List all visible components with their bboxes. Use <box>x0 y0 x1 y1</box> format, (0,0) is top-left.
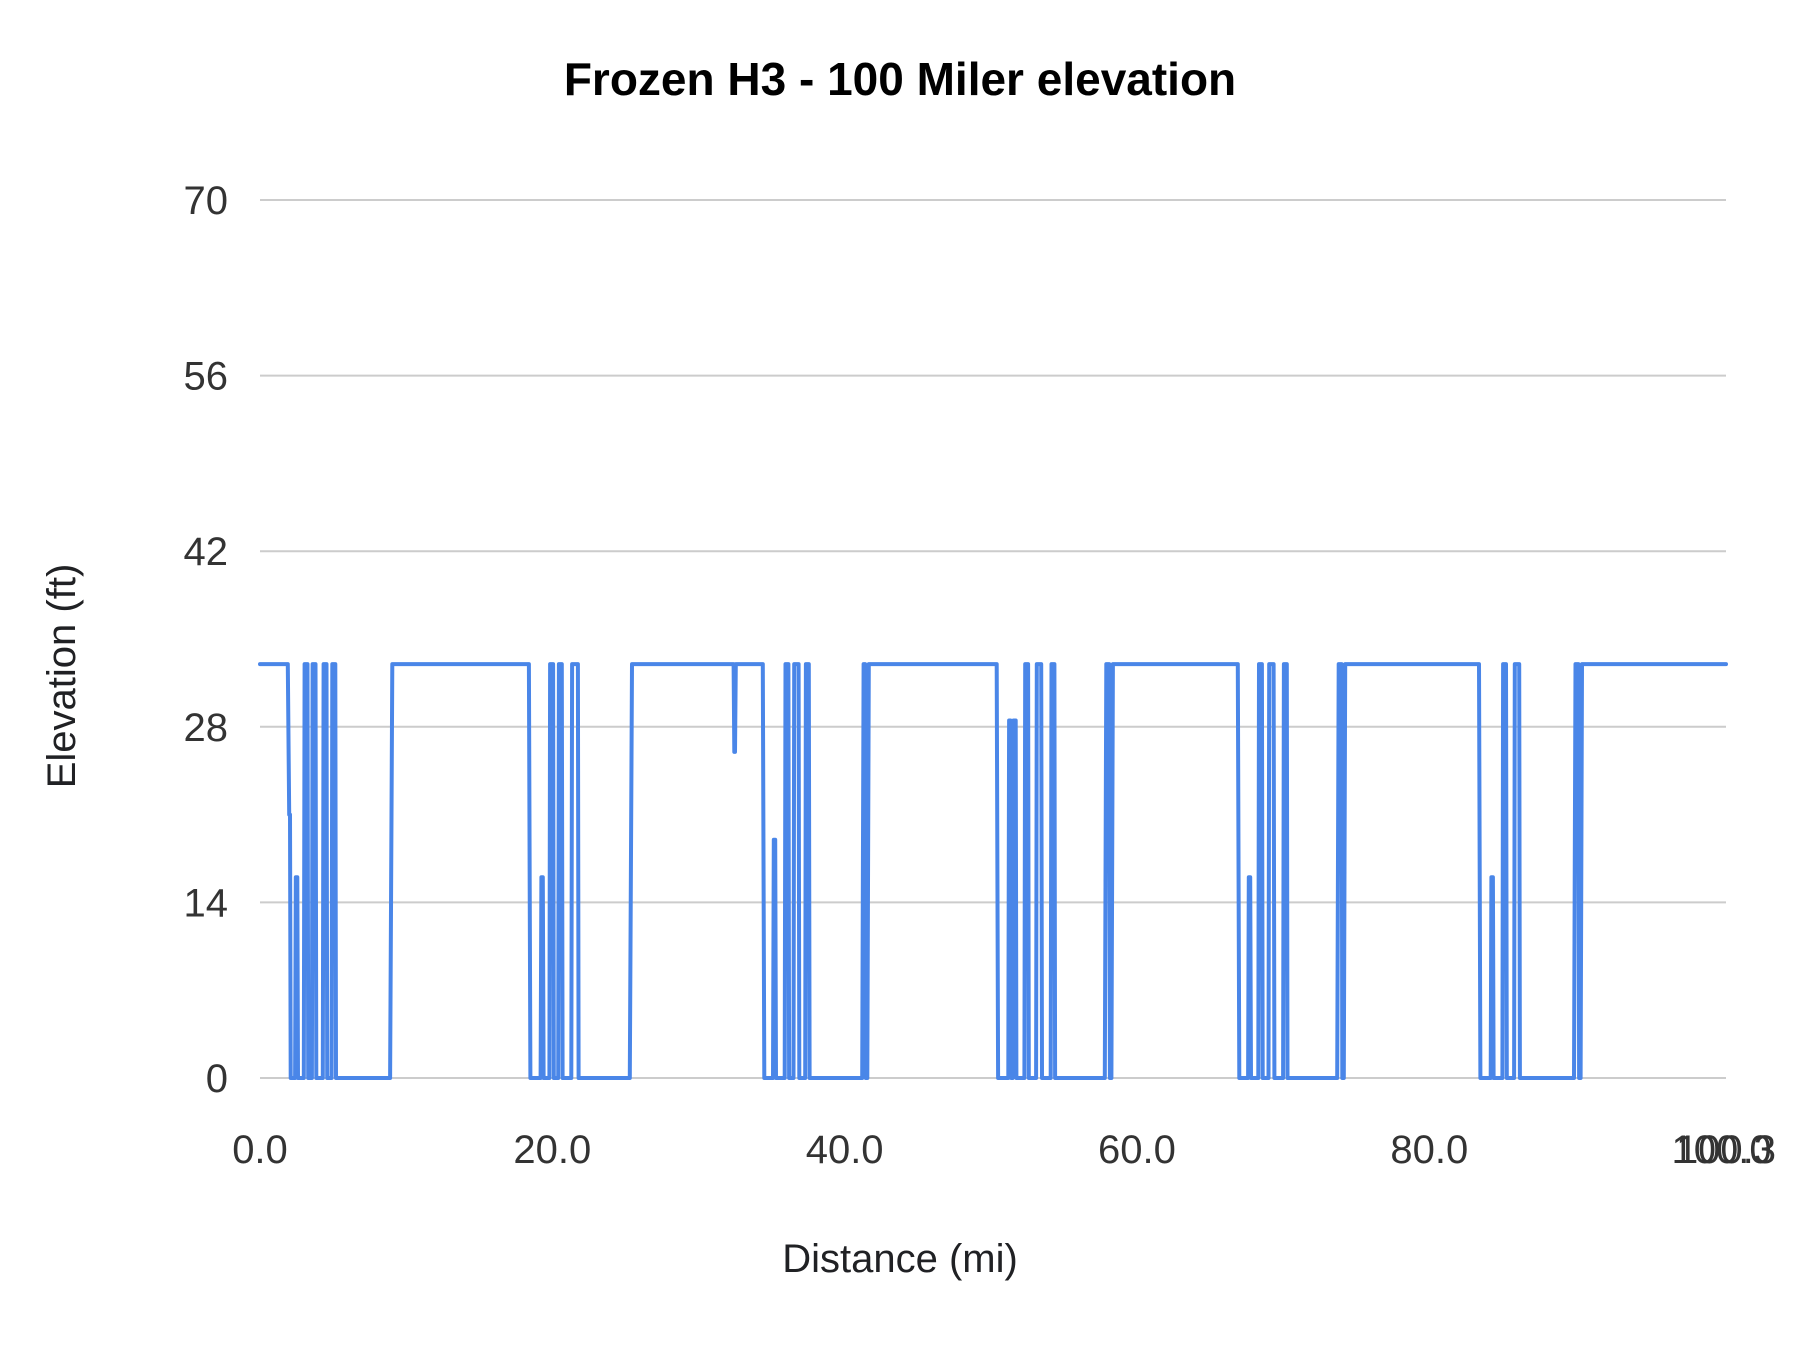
elevation-line-series <box>258 662 1728 1080</box>
x-tick-label-80.0: 80.0 <box>1390 1128 1468 1172</box>
y-tick-label-42: 42 <box>184 530 229 574</box>
y-axis-tick-labels: 0 14 28 42 56 70 <box>184 179 229 1101</box>
x-tick-label-0.0: 0.0 <box>232 1128 288 1172</box>
y-tick-label-0: 0 <box>206 1057 228 1101</box>
chart-title: Frozen H3 - 100 Miler elevation <box>564 53 1236 105</box>
x-axis-end-label: 100.3 <box>1676 1128 1776 1172</box>
y-tick-label-28: 28 <box>184 706 229 750</box>
y-axis-title: Elevation (ft) <box>40 564 84 789</box>
y-tick-label-70: 70 <box>184 179 229 223</box>
x-tick-label-60.0: 60.0 <box>1098 1128 1176 1172</box>
x-tick-label-20.0: 20.0 <box>513 1128 591 1172</box>
x-tick-label-100.0: 100.0 <box>1672 1128 1772 1172</box>
y-tick-label-14: 14 <box>184 881 229 925</box>
y-tick-label-56: 56 <box>184 355 229 399</box>
x-axis-title: Distance (mi) <box>782 1237 1018 1281</box>
x-tick-label-40.0: 40.0 <box>806 1128 884 1172</box>
